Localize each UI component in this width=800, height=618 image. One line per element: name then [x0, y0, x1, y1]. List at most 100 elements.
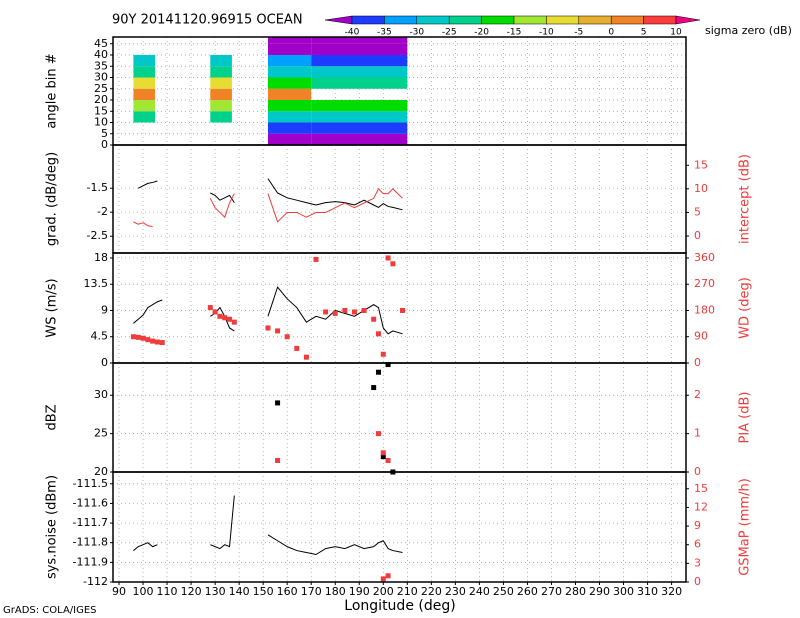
heat-cell — [311, 122, 408, 134]
y-tick-label: 30 — [94, 388, 108, 401]
y-tick-label: 5 — [101, 127, 108, 140]
series-marker — [361, 307, 367, 313]
y2-tick-label: 15 — [694, 158, 708, 171]
y2-tick-label: 0 — [694, 356, 701, 369]
colorbar-swatch — [481, 15, 515, 25]
series-marker — [380, 576, 386, 582]
heat-cell — [133, 66, 156, 78]
series-marker — [342, 307, 348, 313]
colorbar-tick-label: -40 — [345, 28, 360, 38]
heat-cell — [210, 88, 232, 100]
series-marker — [313, 256, 319, 262]
y-tick-label: 15 — [94, 104, 108, 117]
y-tick-label: 0 — [101, 356, 108, 369]
y-tick-label: -111.6 — [73, 496, 108, 509]
heat-cell — [267, 122, 312, 134]
series-marker — [284, 334, 290, 340]
y2-tick-label: 2 — [694, 388, 701, 401]
heat-cell — [267, 100, 312, 112]
series-marker — [351, 309, 357, 315]
y2-axis-label: GSMaP (mm/h) — [738, 478, 753, 576]
colorbar-tick-label: 0 — [608, 28, 614, 38]
colorbar-swatch — [675, 15, 701, 25]
colorbar-swatch — [384, 15, 418, 25]
y-tick-label: 4.5 — [91, 330, 109, 343]
series-marker — [150, 338, 156, 344]
series-marker — [207, 305, 213, 311]
series-marker — [130, 334, 136, 340]
series-marker — [323, 309, 329, 315]
plot-frame — [112, 471, 687, 583]
colorbar-swatch — [513, 15, 547, 25]
x-tick-label: 210 — [397, 585, 418, 598]
heat-cell — [267, 37, 312, 44]
series-marker — [400, 307, 406, 313]
series-line — [133, 188, 403, 228]
series-marker — [145, 337, 151, 343]
series-line — [138, 178, 403, 211]
series-marker — [140, 335, 146, 341]
y2-tick-label: 0 — [694, 575, 701, 588]
y2-axis-label: WD (deg) — [738, 277, 753, 339]
heat-cell — [267, 77, 312, 89]
series-marker — [385, 255, 391, 261]
y-tick-label: -111.9 — [73, 555, 108, 568]
y-tick-label: 30 — [94, 71, 108, 84]
y-tick-label: -1.5 — [87, 181, 108, 194]
chart-title: 90Y 20141120.96915 OCEAN — [112, 13, 303, 28]
heat-cell — [311, 100, 408, 112]
y2-tick-label: 15 — [694, 482, 708, 495]
colorbar-swatch — [416, 15, 450, 25]
colorbar-swatch — [324, 15, 353, 25]
y-tick-label: 25 — [94, 427, 108, 440]
x-tick-label: 90 — [112, 585, 126, 598]
y-tick-label: 40 — [94, 48, 108, 61]
x-tick-label: 290 — [589, 585, 610, 598]
y2-tick-label: 0 — [694, 229, 701, 242]
y-axis-label: grad. (dB/deg) — [45, 152, 60, 246]
y2-tick-label: 0 — [694, 465, 701, 478]
y-tick-label: -111.8 — [73, 536, 108, 549]
x-tick-label: 260 — [517, 585, 538, 598]
series-marker — [275, 457, 281, 463]
x-tick-label: 250 — [493, 585, 514, 598]
heat-cell — [267, 133, 312, 145]
series-marker — [380, 454, 386, 460]
x-tick-label: 150 — [253, 585, 274, 598]
x-tick-label: 280 — [565, 585, 586, 598]
x-tick-label: 170 — [301, 585, 322, 598]
x-axis-label: Longitude (deg) — [344, 598, 455, 614]
series-marker — [231, 319, 237, 325]
y-axis-label: WS (m/s) — [45, 278, 60, 337]
heat-cell — [267, 43, 312, 55]
colorbar-swatch — [351, 15, 385, 25]
heat-cell — [133, 111, 156, 123]
y2-tick-label: 12 — [694, 500, 708, 513]
y2-tick-label: 1 — [694, 427, 701, 440]
heat-cell — [311, 133, 408, 145]
y2-tick-label: 360 — [694, 251, 715, 264]
colorbar-tick-label: -25 — [442, 28, 457, 38]
y-tick-label: 25 — [94, 82, 108, 95]
y-tick-label: -2 — [97, 205, 108, 218]
colorbar-swatch — [448, 15, 482, 25]
y2-tick-label: 270 — [694, 277, 715, 290]
x-tick-label: 100 — [133, 585, 154, 598]
y2-tick-label: 3 — [694, 556, 701, 569]
series-marker — [380, 351, 386, 357]
colorbar-tick-label: 10 — [670, 28, 682, 38]
y2-tick-label: 90 — [694, 330, 708, 343]
series-marker — [385, 362, 391, 368]
y2-tick-label: 10 — [694, 182, 708, 195]
y-tick-label: -112 — [83, 575, 108, 588]
series-marker — [227, 316, 233, 322]
heat-cell — [311, 37, 408, 44]
series-marker — [212, 309, 218, 315]
plot-frame — [112, 362, 687, 473]
series-marker — [375, 331, 381, 337]
x-tick-label: 240 — [469, 585, 490, 598]
x-tick-label: 270 — [541, 585, 562, 598]
y-tick-label: -111.7 — [73, 516, 108, 529]
series-marker — [275, 328, 281, 334]
